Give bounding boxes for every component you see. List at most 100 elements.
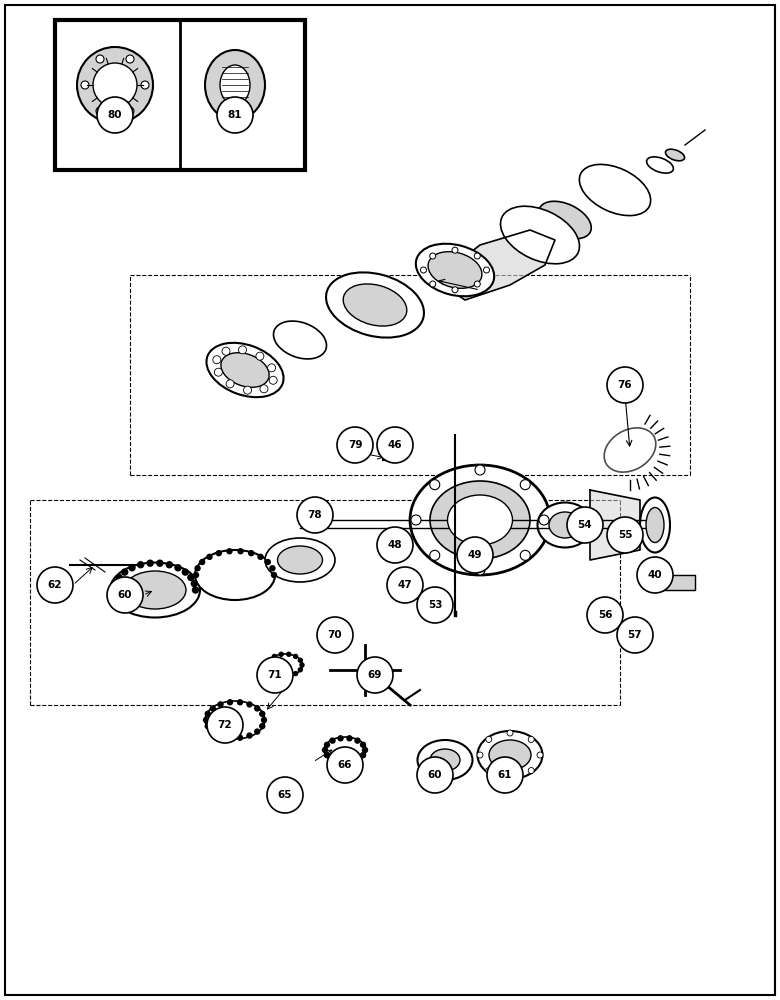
Circle shape xyxy=(430,281,436,287)
Circle shape xyxy=(205,711,211,716)
Circle shape xyxy=(272,672,276,676)
Text: 71: 71 xyxy=(268,670,282,680)
Circle shape xyxy=(330,757,335,762)
Ellipse shape xyxy=(489,740,531,770)
Ellipse shape xyxy=(278,786,292,794)
Text: 78: 78 xyxy=(307,510,322,520)
Circle shape xyxy=(228,700,232,705)
Circle shape xyxy=(257,657,293,693)
Ellipse shape xyxy=(430,481,530,559)
Circle shape xyxy=(520,480,530,490)
Text: 66: 66 xyxy=(338,760,353,770)
Text: 60: 60 xyxy=(118,590,133,600)
Circle shape xyxy=(238,735,243,740)
Ellipse shape xyxy=(537,502,593,548)
Ellipse shape xyxy=(270,780,300,800)
Circle shape xyxy=(587,597,623,633)
Circle shape xyxy=(215,368,222,376)
Circle shape xyxy=(417,587,453,623)
Circle shape xyxy=(166,562,172,568)
Circle shape xyxy=(360,742,366,747)
Circle shape xyxy=(293,654,298,658)
Ellipse shape xyxy=(278,546,322,574)
Ellipse shape xyxy=(604,428,656,472)
Ellipse shape xyxy=(220,65,250,105)
Ellipse shape xyxy=(640,497,670,552)
Text: 70: 70 xyxy=(328,630,342,640)
Circle shape xyxy=(322,748,328,752)
Circle shape xyxy=(211,706,215,711)
Circle shape xyxy=(195,566,200,571)
Circle shape xyxy=(324,742,329,747)
Circle shape xyxy=(347,759,352,764)
Circle shape xyxy=(213,356,221,364)
Circle shape xyxy=(420,267,427,273)
Circle shape xyxy=(537,752,543,758)
Circle shape xyxy=(377,527,413,563)
Circle shape xyxy=(297,497,333,533)
Ellipse shape xyxy=(205,50,265,120)
Circle shape xyxy=(93,63,137,107)
Ellipse shape xyxy=(501,206,580,264)
Circle shape xyxy=(96,107,104,115)
Text: 46: 46 xyxy=(388,440,402,450)
Circle shape xyxy=(475,565,485,575)
Text: 47: 47 xyxy=(398,580,413,590)
Circle shape xyxy=(457,537,493,573)
Circle shape xyxy=(207,554,212,559)
Circle shape xyxy=(122,569,128,575)
Circle shape xyxy=(200,560,204,565)
Text: 57: 57 xyxy=(628,630,642,640)
Text: 60: 60 xyxy=(427,770,442,780)
Circle shape xyxy=(287,652,291,656)
Text: 62: 62 xyxy=(48,580,62,590)
Circle shape xyxy=(539,515,549,525)
Ellipse shape xyxy=(416,244,495,296)
Circle shape xyxy=(222,347,230,355)
Circle shape xyxy=(260,711,264,716)
Circle shape xyxy=(528,768,534,774)
Circle shape xyxy=(260,385,268,393)
Circle shape xyxy=(239,346,246,354)
Text: 81: 81 xyxy=(228,110,243,120)
Circle shape xyxy=(487,757,523,793)
Circle shape xyxy=(298,668,303,672)
Text: 55: 55 xyxy=(618,530,633,540)
Bar xyxy=(55,20,305,170)
Circle shape xyxy=(338,736,343,741)
Circle shape xyxy=(387,567,423,603)
Ellipse shape xyxy=(665,149,685,161)
Circle shape xyxy=(324,753,329,758)
Circle shape xyxy=(360,753,366,758)
Circle shape xyxy=(96,55,104,63)
Polygon shape xyxy=(590,490,640,560)
Circle shape xyxy=(211,729,215,734)
Circle shape xyxy=(217,97,253,133)
Circle shape xyxy=(430,480,440,490)
Ellipse shape xyxy=(539,201,591,239)
Circle shape xyxy=(417,757,453,793)
Circle shape xyxy=(317,617,353,653)
Circle shape xyxy=(279,674,283,678)
Circle shape xyxy=(452,287,458,293)
Ellipse shape xyxy=(195,550,275,600)
Circle shape xyxy=(298,658,303,662)
Ellipse shape xyxy=(428,252,482,288)
Ellipse shape xyxy=(448,495,512,545)
Circle shape xyxy=(193,587,198,593)
Circle shape xyxy=(256,352,264,360)
Circle shape xyxy=(430,253,436,259)
Circle shape xyxy=(377,427,413,463)
Circle shape xyxy=(81,81,89,89)
Circle shape xyxy=(507,730,513,736)
Ellipse shape xyxy=(205,701,265,739)
Circle shape xyxy=(337,427,373,463)
Circle shape xyxy=(477,752,483,758)
Circle shape xyxy=(247,733,252,738)
Circle shape xyxy=(126,55,134,63)
Circle shape xyxy=(204,718,208,722)
Circle shape xyxy=(216,551,222,556)
Circle shape xyxy=(279,652,283,656)
Circle shape xyxy=(486,768,491,774)
Circle shape xyxy=(338,759,343,764)
